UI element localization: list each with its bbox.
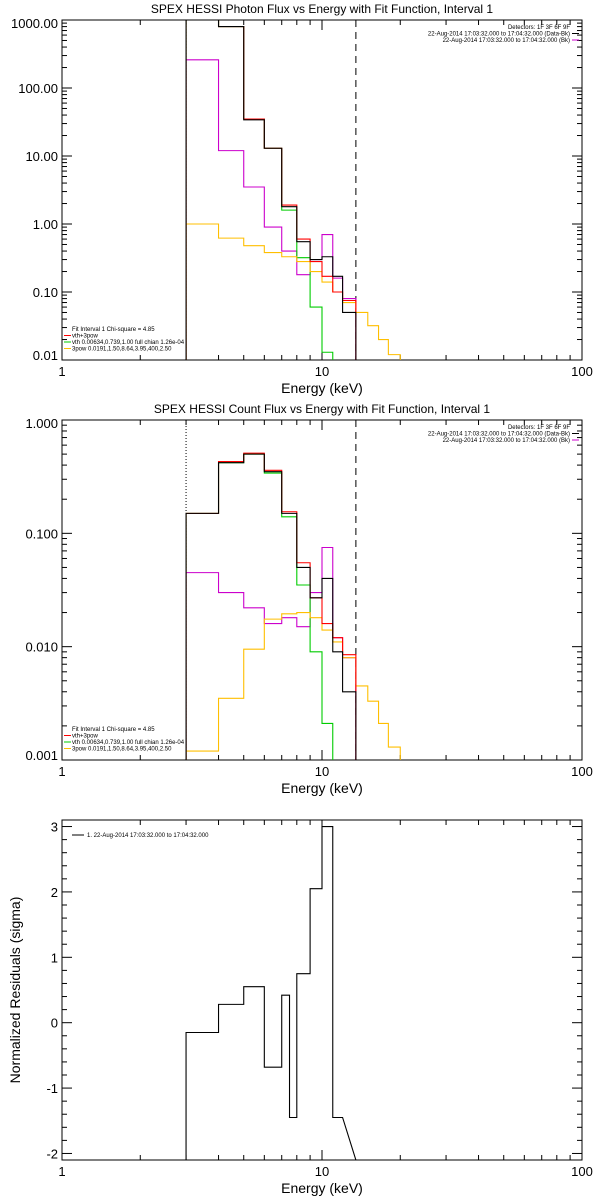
x-tick-label: 100 bbox=[571, 764, 593, 779]
y-tick-label: 0 bbox=[51, 1016, 58, 1031]
y-tick-label: 100.00 bbox=[18, 81, 58, 96]
header-text: Detectors: 1F 3F 6F 9F bbox=[508, 425, 570, 431]
legend-text: vth 0.00634,0.739,1.00 full chian 1.26e-… bbox=[72, 740, 185, 746]
series-background-line bbox=[185, 59, 357, 360]
series-model-line bbox=[185, 20, 357, 360]
legend-text: 3pow 0.0191,1.50,8.64,3.95,400,2.50 bbox=[72, 347, 172, 353]
y-tick-label: 0.010 bbox=[25, 640, 58, 655]
x-tick-label: 1 bbox=[58, 1164, 65, 1179]
series-group bbox=[185, 452, 401, 760]
series-powerlaw-line bbox=[185, 612, 401, 760]
header-text: 22-Aug-2014 17:03:32.000 to 17:04:32.000… bbox=[428, 32, 570, 38]
legend-text: vth+3pow bbox=[72, 734, 99, 740]
series-powerlaw-line bbox=[185, 223, 401, 360]
y-axis-label: Normalized Residuals (sigma) bbox=[7, 897, 23, 1084]
y-tick-label: 10.00 bbox=[25, 149, 58, 164]
header-text: 22-Aug-2014 17:03:32.000 to 17:04:32.000… bbox=[443, 438, 570, 444]
y-tick-label: 0.10 bbox=[33, 285, 58, 300]
y-tick-label: 1 bbox=[51, 950, 58, 965]
legend-text: Fit Interval 1 Chi-square = 4.85 bbox=[72, 727, 155, 733]
series-total-line bbox=[185, 20, 357, 360]
chart-title: SPEX HESSI Count Flux vs Energy with Fit… bbox=[154, 402, 490, 416]
y-tick-label: 0.01 bbox=[33, 348, 58, 363]
y-tick-label: 3 bbox=[51, 820, 58, 835]
y-tick-label: 1.00 bbox=[33, 217, 58, 232]
chart-panel-3: 1 10 100 Energy (keV) -2 -1 0 1 2 3 Normalized Res… bbox=[7, 819, 593, 1196]
chart-panel-2: SPEX HESSI Count Flux vs Energy with Fit… bbox=[25, 402, 593, 796]
y-tick-label: 2 bbox=[51, 885, 58, 900]
y-tick-label: -1 bbox=[46, 1081, 58, 1096]
legend-text: Fit Interval 1 Chi-square = 4.85 bbox=[72, 327, 155, 333]
series-total-line bbox=[185, 825, 357, 1160]
header-text: 22-Aug-2014 17:03:32.000 to 17:04:32.000… bbox=[443, 38, 570, 44]
series-group bbox=[185, 20, 401, 360]
legend-text: 3pow 0.0191,1.50,8.64,3.95,400,2.50 bbox=[72, 747, 172, 753]
series-total-line bbox=[185, 453, 357, 760]
x-tick-label: 10 bbox=[315, 1164, 329, 1179]
series-group bbox=[185, 825, 357, 1160]
header-text: 22-Aug-2014 17:03:32.000 to 17:04:32.000… bbox=[428, 432, 570, 438]
x-axis-label: Energy (keV) bbox=[281, 380, 363, 396]
legend-text: 1. 22-Aug-2014 17:03:32.000 to 17:04:32.… bbox=[87, 833, 209, 839]
y-tick-label: 1000.00 bbox=[11, 16, 58, 31]
x-axis-label: Energy (keV) bbox=[281, 1180, 363, 1196]
x-tick-label: 100 bbox=[571, 364, 593, 379]
x-tick-label: 10 bbox=[315, 764, 329, 779]
x-tick-label: 1 bbox=[58, 364, 65, 379]
chart-panel-1: SPEX HESSI Photon Flux vs Energy with Fi… bbox=[11, 2, 593, 396]
series-model-line bbox=[185, 452, 357, 760]
x-axis-label: Energy (keV) bbox=[281, 780, 363, 796]
y-tick-label: 0.001 bbox=[25, 748, 58, 763]
legend-text: vth 0.00634,0.739,1.00 full chian 1.26e-… bbox=[72, 340, 185, 346]
legend-text: vth+3pow bbox=[72, 334, 99, 340]
x-tick-label: 1 bbox=[58, 764, 65, 779]
y-tick-label: 0.100 bbox=[25, 526, 58, 541]
y-tick-label: 1.000 bbox=[25, 416, 58, 431]
y-tick-label: -2 bbox=[46, 1146, 58, 1161]
x-tick-label: 10 bbox=[315, 364, 329, 379]
chart-title: SPEX HESSI Photon Flux vs Energy with Fi… bbox=[151, 2, 493, 16]
header-text: Detectors: 1F 3F 6F 9F bbox=[508, 25, 570, 31]
series-background-line bbox=[185, 546, 357, 760]
x-tick-label: 100 bbox=[571, 1164, 593, 1179]
